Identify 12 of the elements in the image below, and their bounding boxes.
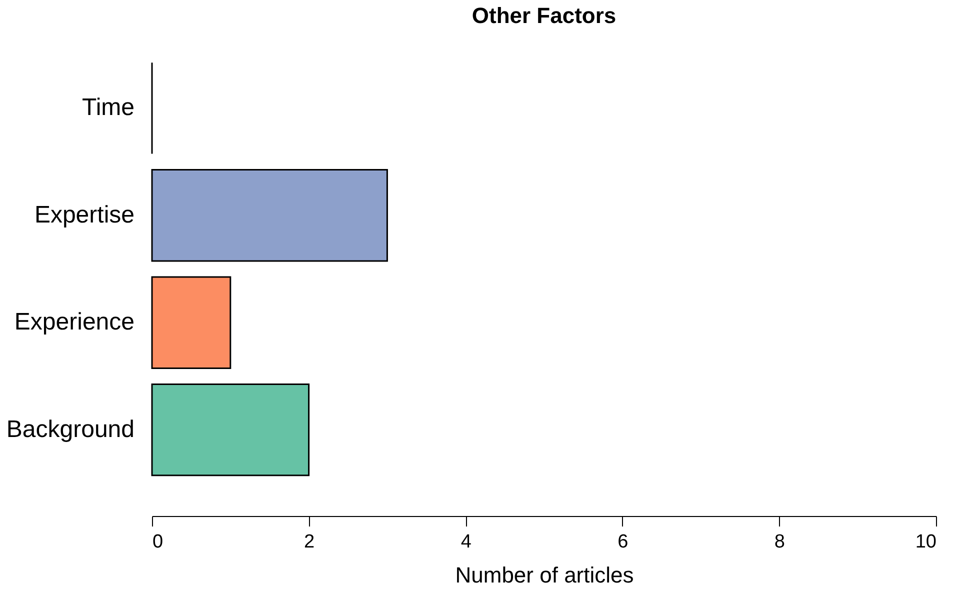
x-tick-label: 10 (915, 532, 936, 552)
x-tick-label: 2 (304, 532, 315, 552)
x-tick-label: 0 (152, 532, 164, 552)
x-tick-label: 4 (460, 532, 472, 552)
chart-title: Other Factors (472, 3, 616, 28)
y-tick-label: Experience (14, 308, 134, 336)
y-tick-label: Time (82, 94, 134, 122)
x-tick-label: 6 (618, 532, 628, 552)
x-axis-title: Number of articles (455, 562, 634, 588)
x-tick-label: 8 (774, 532, 785, 552)
y-tick-label: Expertise (34, 201, 134, 228)
y-tick-label: Background (6, 416, 134, 443)
